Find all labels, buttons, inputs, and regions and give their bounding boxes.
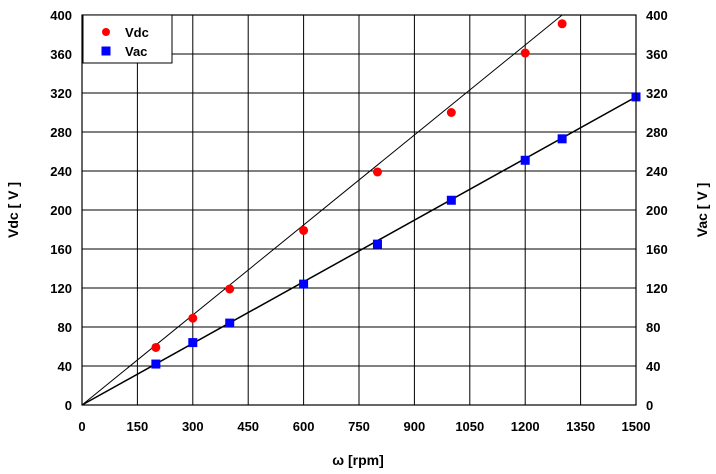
x-tick-label-10: 1500	[622, 419, 651, 434]
point-vdc-2	[225, 284, 235, 294]
y-tick-label-left-3: 120	[50, 281, 72, 296]
point-vdc-4	[372, 167, 382, 177]
legend: Vdc Vac	[82, 14, 173, 64]
point-vac-3	[299, 279, 309, 289]
point-vdc-6	[520, 48, 530, 58]
y-tick-label-left-5: 200	[50, 203, 72, 218]
x-tick-label-5: 750	[348, 419, 370, 434]
y-tick-label-right-10: 400	[646, 8, 668, 23]
y-tick-label-left-7: 280	[50, 125, 72, 140]
y-tick-label-right-2: 80	[646, 320, 660, 335]
y-tick-label-right-8: 320	[646, 86, 668, 101]
y-tick-label-right-9: 360	[646, 47, 668, 62]
y-tick-label-right-5: 200	[646, 203, 668, 218]
y-tick-label-right-6: 240	[646, 164, 668, 179]
trendline-vdc	[81, 14, 563, 406]
point-vdc-1	[188, 313, 198, 323]
x-axis-title: ω [rpm]	[332, 452, 384, 468]
y-tick-label-right-0: 0	[646, 398, 653, 413]
y-tick-label-right-3: 120	[646, 281, 668, 296]
y-tick-label-right-4: 160	[646, 242, 668, 257]
y-tick-label-left-1: 40	[58, 359, 72, 374]
y-tick-label-left-2: 80	[58, 320, 72, 335]
point-vac-6	[520, 155, 530, 165]
x-tick-label-8: 1200	[511, 419, 540, 434]
x-tick-label-3: 450	[237, 419, 259, 434]
legend-box	[82, 14, 173, 64]
point-vac-2	[225, 318, 235, 328]
y-tick-label-left-6: 240	[50, 164, 72, 179]
y-tick-label-left-9: 360	[50, 47, 72, 62]
legend-label-vdc: Vdc	[125, 25, 149, 40]
x-tick-label-2: 300	[182, 419, 204, 434]
y-tick-label-right-7: 280	[646, 125, 668, 140]
y-tick-label-right-1: 40	[646, 359, 660, 374]
trendlines	[81, 14, 637, 406]
y-tick-label-left-0: 0	[65, 398, 72, 413]
point-vdc-3	[299, 225, 309, 235]
trendline-vac	[81, 96, 637, 406]
legend-marker-vac	[101, 46, 111, 56]
x-tick-label-0: 0	[78, 419, 85, 434]
point-vac-7	[557, 134, 567, 144]
y-axis-title-left: Vdc [ V ]	[5, 182, 21, 238]
point-vdc-5	[446, 108, 456, 117]
y-axis-title-right: Vac [ V ]	[694, 183, 710, 237]
plot-frame	[81, 14, 637, 406]
legend-marker-vdc	[102, 28, 110, 36]
x-tick-label-9: 1350	[566, 419, 595, 434]
point-vdc-0	[151, 342, 161, 352]
y-tick-label-left-8: 320	[50, 86, 72, 101]
point-vac-0	[151, 359, 161, 369]
point-vac-4	[372, 239, 382, 249]
point-vac-1	[188, 338, 198, 348]
x-tick-label-1: 150	[127, 419, 149, 434]
legend-label-vac: Vac	[125, 44, 147, 59]
y-tick-label-left-10: 400	[50, 8, 72, 23]
y-tick-label-left-4: 160	[50, 242, 72, 257]
point-vac-5	[446, 195, 456, 205]
x-tick-label-7: 1050	[455, 419, 484, 434]
x-tick-label-6: 900	[404, 419, 426, 434]
point-vdc-7	[557, 19, 567, 29]
x-tick-label-4: 600	[293, 419, 315, 434]
